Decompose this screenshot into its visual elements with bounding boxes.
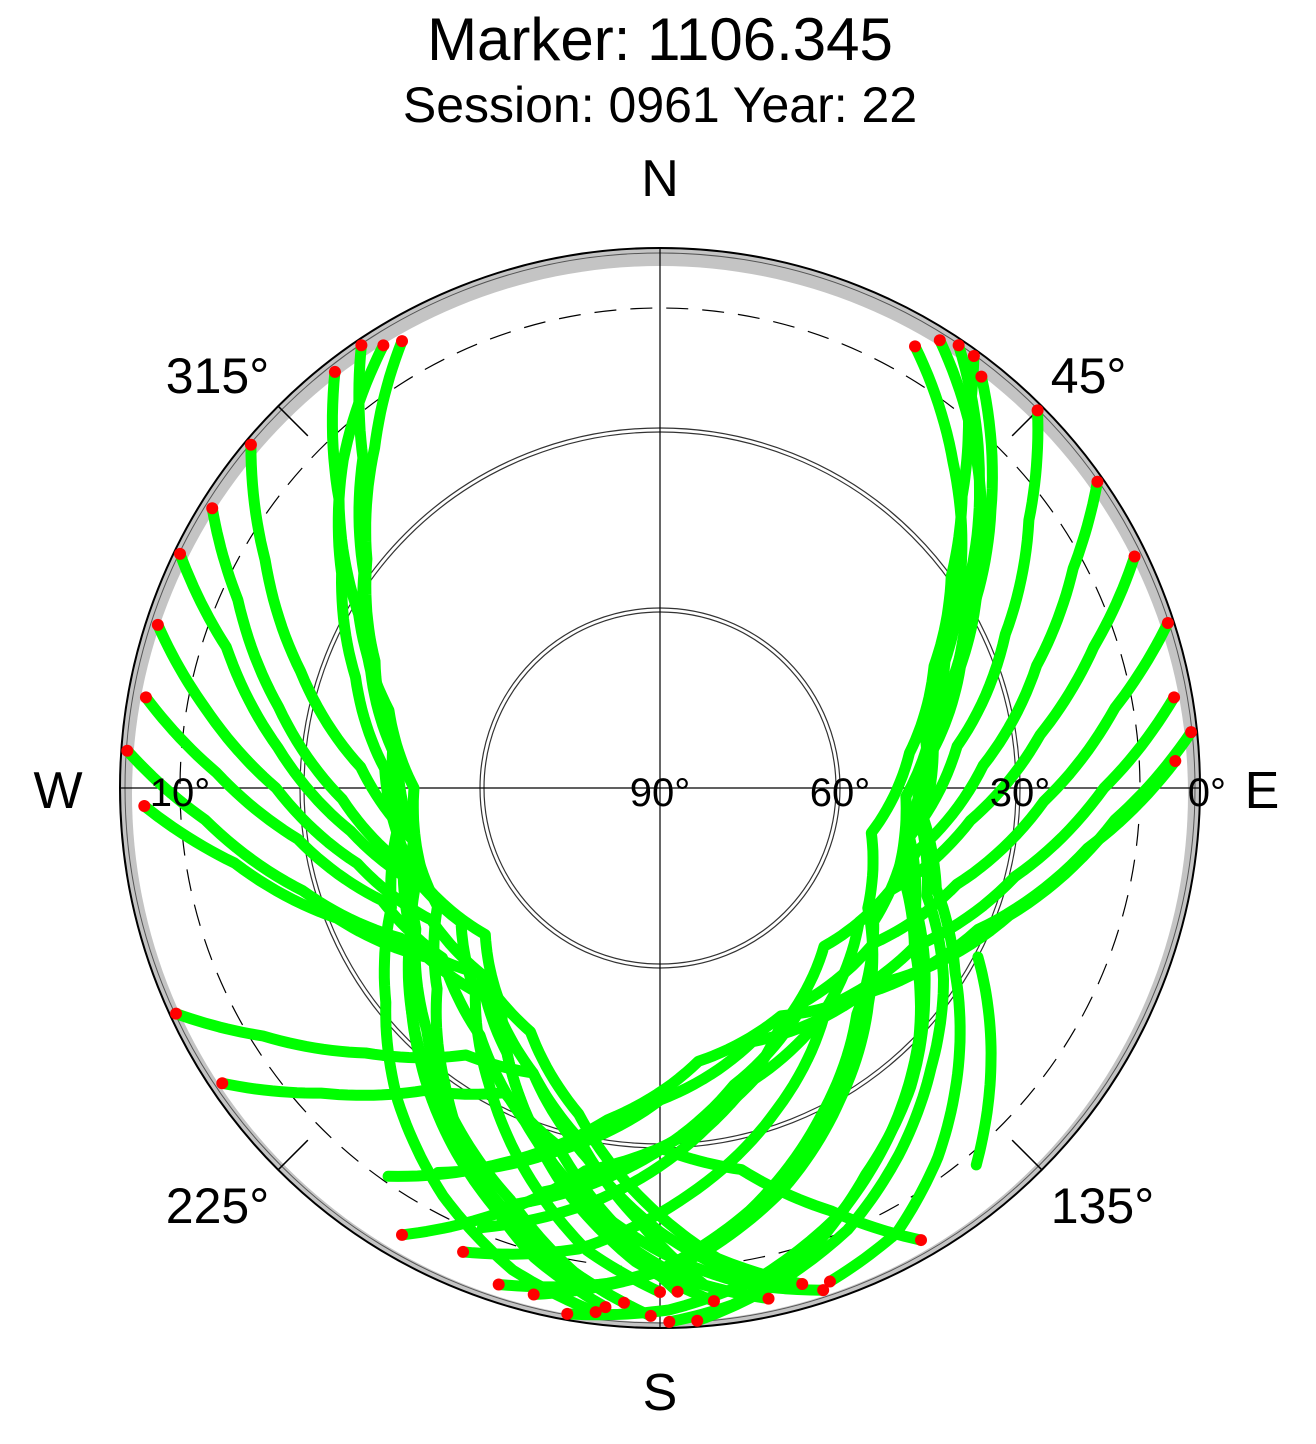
track-endpoint-4-end	[823, 1275, 836, 1288]
direction-label-north: N	[641, 150, 679, 208]
satellite-track-22	[121, 745, 808, 1290]
azimuth-label-45: 45°	[1051, 348, 1127, 404]
track-endpoint-5-end	[492, 1278, 505, 1291]
track-endpoint-20-start	[151, 618, 164, 631]
track-endpoint-9-start	[1161, 616, 1174, 629]
chart-subtitle: Session: 0961 Year: 22	[403, 77, 917, 133]
elevation-label-60: 60°	[810, 771, 871, 815]
satellite-track-6	[528, 404, 1044, 1300]
track-endpoint-11-start	[1185, 726, 1198, 739]
satellite-track-5	[493, 350, 980, 1293]
track-endpoint-23-start	[138, 800, 151, 813]
track-endpoint-7-start	[1091, 475, 1104, 488]
track-endpoint-14-start	[377, 339, 390, 352]
track-endpoint-26-start	[915, 1234, 927, 1247]
track-endpoint-25-end	[671, 1285, 684, 1298]
azimuth-label-315: 315°	[166, 348, 269, 404]
axis-labels: N S E W 45° 135° 225° 315° 0° 30° 60° 90° 10°	[33, 150, 1279, 1422]
track-endpoint-19-start	[174, 547, 187, 560]
track-endpoint-25-start	[216, 1077, 229, 1090]
azimuth-tick-135	[1011, 1139, 1043, 1171]
satellite-track-10	[538, 691, 1180, 1198]
track-endpoint-7-end	[457, 1245, 470, 1258]
track-endpoint-2-end	[691, 1314, 704, 1327]
track-endpoint-3-end	[561, 1307, 574, 1320]
satellite-track-26	[396, 1142, 927, 1246]
direction-label-east: E	[1245, 762, 1280, 820]
track-endpoint-8-start	[1128, 550, 1141, 563]
track-endpoint-19-end	[707, 1295, 720, 1308]
chart-title: Marker: 1106.345	[427, 6, 893, 73]
track-endpoint-4-start	[909, 340, 921, 353]
track-endpoint-20-end	[762, 1292, 775, 1305]
track-endpoint-21-end	[817, 1284, 830, 1297]
track-endpoint-12-start	[1169, 754, 1182, 767]
track-endpoint-13-start	[355, 339, 368, 352]
track-endpoint-16-end	[589, 1306, 602, 1319]
track-endpoint-1-end	[663, 1315, 676, 1328]
satellite-track-21	[140, 691, 829, 1296]
elevation-label-0: 0°	[1188, 771, 1226, 815]
track-endpoint-16-start	[396, 335, 408, 348]
azimuth-label-225: 225°	[166, 1178, 269, 1234]
track-endpoint-5-start	[967, 349, 980, 362]
elevation-label-30: 30°	[990, 771, 1051, 815]
track-endpoint-22-end	[796, 1278, 809, 1291]
track-endpoint-15-start	[328, 365, 341, 378]
azimuth-label-135: 135°	[1051, 1178, 1154, 1234]
track-endpoint-18-start	[206, 502, 219, 515]
track-endpoint-24-start	[170, 1007, 183, 1020]
satellite-track-25	[216, 1077, 684, 1298]
track-endpoint-6-start	[1031, 404, 1044, 417]
track-endpoint-13-end	[644, 1309, 657, 1322]
track-endpoint-10-start	[1168, 691, 1181, 704]
track-endpoint-18-end	[654, 1286, 666, 1298]
track-endpoint-2-start	[933, 334, 946, 347]
track-endpoint-26-end	[396, 1228, 408, 1241]
satellite-tracks	[121, 334, 1198, 1328]
track-endpoint-1-start	[952, 339, 965, 352]
track-endpoint-22-start	[121, 744, 134, 757]
satellite-track-24	[170, 1008, 709, 1290]
track-endpoint-21-start	[139, 691, 152, 704]
track-endpoint-14-end	[618, 1296, 631, 1309]
azimuth-tick-225	[277, 1139, 309, 1171]
azimuth-tick-315	[277, 405, 309, 437]
track-endpoint-3-start	[975, 370, 988, 383]
track-endpoint-17-start	[244, 438, 257, 451]
track-endpoint-6-end	[527, 1288, 540, 1301]
satellite-track-8	[476, 551, 1141, 1233]
elevation-label-90: 90°	[630, 771, 691, 815]
satellite-track-27	[970, 951, 997, 1171]
track-endpoint-17-end	[599, 1301, 612, 1314]
direction-label-west: W	[33, 762, 82, 820]
elevation-label-10-west: 10°	[150, 771, 211, 815]
direction-label-south: S	[643, 1364, 678, 1422]
